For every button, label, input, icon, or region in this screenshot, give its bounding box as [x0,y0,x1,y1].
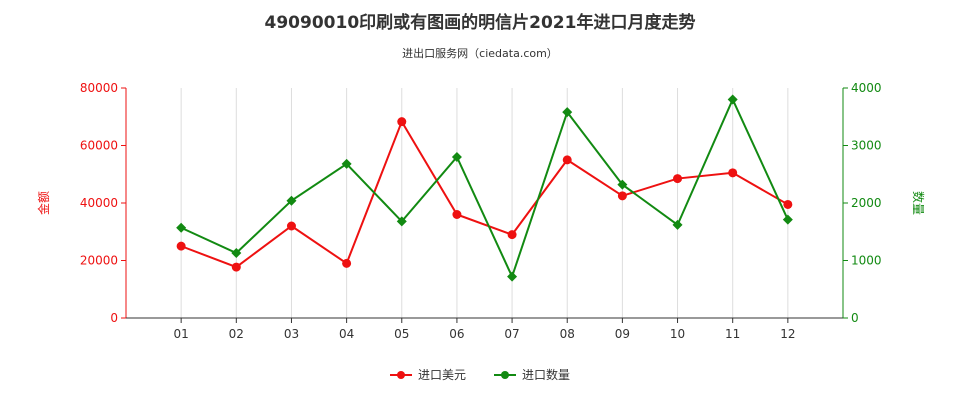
point-quantity [231,248,242,259]
point-usd [286,221,296,231]
x-tick-label: 06 [449,327,464,341]
legend-item-usd[interactable]: 进口美元 [389,366,466,383]
point-quantity [727,94,738,105]
x-tick-label: 09 [615,327,630,341]
point-quantity [396,216,407,227]
series-line-quantity [180,97,789,280]
point-quantity [782,214,793,225]
point-quantity [507,271,518,282]
axes: 金额 数量 [36,88,926,319]
point-quantity [672,219,683,230]
legend-label-quantity: 进口数量 [522,368,571,382]
chart-title: 49090010印刷或有图画的明信片2021年进口月度走势 [264,13,696,33]
grid-lines [125,88,844,318]
y-right-tick-label: 3000 [851,139,882,153]
point-quantity [562,107,573,118]
y-left-tick-label: 40000 [80,196,118,210]
x-tick-label: 11 [725,327,740,341]
series [176,94,793,282]
y-axis-right-label: 数量 [911,191,926,215]
series-line-usd [180,119,789,269]
point-usd [783,199,793,209]
legend-swatch-usd [389,370,412,380]
x-tick-label: 05 [394,327,409,341]
point-usd [231,262,241,272]
y-right-tick-label: 1000 [851,254,882,268]
point-usd [617,191,627,201]
x-tick-label: 01 [174,327,189,341]
y-axis-left-label: 金额 [36,191,51,215]
x-tick-label: 04 [339,327,354,341]
y-right-tick-label: 2000 [851,196,882,210]
legend-swatch-quantity [494,370,516,380]
point-usd [728,168,738,178]
legend-item-quantity[interactable]: 进口数量 [494,366,570,383]
point-quantity [341,158,352,169]
x-tick-label: 12 [780,327,795,341]
y-left-tick-label: 0 [110,311,118,325]
y-left-tick-label: 20000 [80,254,118,268]
point-quantity [617,179,628,190]
point-quantity [451,152,462,162]
x-tick-label: 03 [284,327,299,341]
y-left-tick-label: 80000 [80,81,118,95]
chart-subtitle: 进出口服务网（ciedata.com） [402,47,558,60]
point-usd [176,241,186,251]
legend-label-usd: 进口美元 [417,368,466,382]
y-right-tick-label: 0 [851,311,859,325]
x-tick-label: 02 [229,327,244,341]
point-usd [507,230,517,240]
x-tick-label: 08 [560,327,575,341]
point-usd [562,155,572,165]
point-usd [452,210,462,219]
point-quantity [176,222,187,233]
point-quantity [286,195,297,206]
point-usd [342,258,352,268]
legend: 进口美元 进口数量 [0,366,960,383]
x-tick-label: 10 [670,327,685,341]
y-right-tick-label: 4000 [851,81,882,95]
x-tick-label: 07 [504,327,519,341]
y-left-tick-label: 60000 [80,139,118,153]
point-usd [397,117,407,127]
tick-labels: 0 20000 40000 60000 80000 0 1000 2000 3000 4000 01… [80,81,882,341]
point-usd [673,174,683,184]
